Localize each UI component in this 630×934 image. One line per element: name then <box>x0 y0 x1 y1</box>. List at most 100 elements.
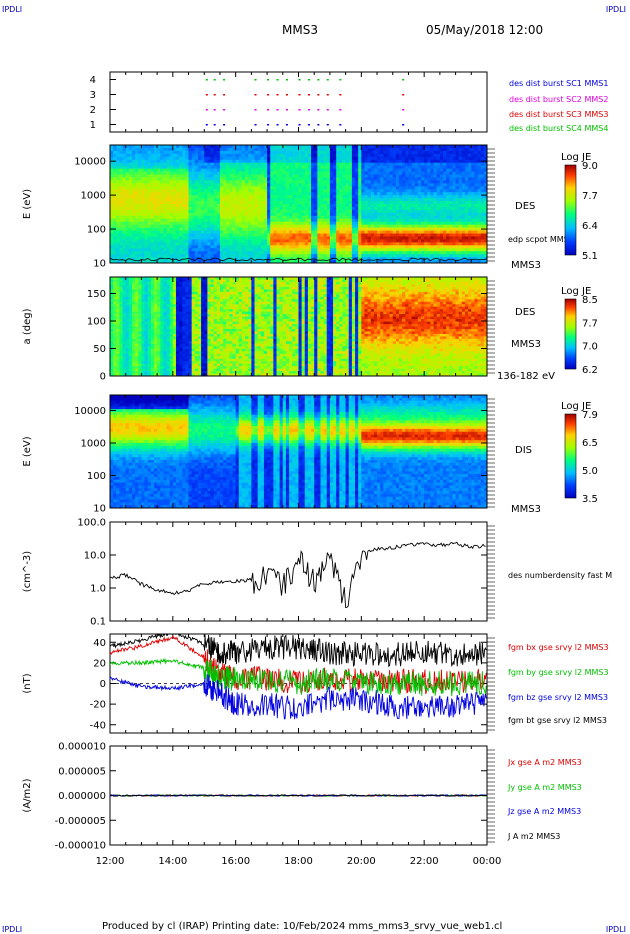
des-energy-cell <box>122 204 127 208</box>
des-energy-cell <box>395 147 400 152</box>
des-energy-cell <box>138 171 142 175</box>
des-energy-cell <box>163 150 167 155</box>
des-energy-cell <box>273 233 277 237</box>
des-energy-cell <box>144 227 149 231</box>
des-energy-cell <box>317 218 321 223</box>
des-energy-cell <box>116 236 120 240</box>
des-energy-cell <box>191 204 196 208</box>
des-energy-cell <box>373 248 378 252</box>
des-energy-cell <box>465 230 469 234</box>
des-energy-cell <box>455 168 460 172</box>
des-energy-cell <box>333 215 337 220</box>
des-energy-cell <box>141 251 145 255</box>
des-energy-cell <box>194 233 199 237</box>
des-energy-cell <box>421 206 425 211</box>
des-energy-cell <box>333 230 337 234</box>
des-energy-cell <box>421 233 425 237</box>
des-energy-cell <box>320 227 325 231</box>
des-energy-cell <box>125 227 130 231</box>
des-energy-cell <box>455 260 460 264</box>
des-energy-cell <box>251 227 255 231</box>
des-energy-cell <box>116 165 120 169</box>
des-energy-cell <box>245 233 249 237</box>
des-energy-cell <box>465 245 469 249</box>
des-energy-cell <box>395 198 400 202</box>
des-energy-cell <box>295 242 299 246</box>
des-energy-cell <box>119 206 123 211</box>
des-energy-cell <box>443 189 447 193</box>
des-energy-cell <box>169 218 174 223</box>
des-energy-cell <box>402 198 406 202</box>
des-energy-cell <box>380 159 384 164</box>
des-energy-cell <box>342 180 347 184</box>
des-energy-cell <box>461 218 466 223</box>
des-energy-cell <box>248 159 252 164</box>
des-energy-cell <box>317 195 321 199</box>
des-energy-cell <box>210 251 215 255</box>
des-energy-cell <box>326 180 331 184</box>
des-energy-cell <box>329 159 334 164</box>
des-energy-cell <box>197 150 202 155</box>
des-energy-cell <box>386 212 391 217</box>
des-energy-cell <box>411 177 416 181</box>
des-energy-cell <box>245 145 249 149</box>
des-energy-cell <box>298 183 303 187</box>
des-energy-cell <box>395 257 400 261</box>
des-energy-cell <box>241 168 246 172</box>
des-energy-cell <box>411 153 416 158</box>
des-energy-cell <box>320 201 325 205</box>
des-energy-cell <box>257 221 262 226</box>
des-energy-cell <box>175 147 180 152</box>
des-energy-cell <box>163 204 167 208</box>
burst-legend-4: des dist burst SC4 MMS4 <box>509 124 608 133</box>
des-energy-cell <box>348 204 353 208</box>
des-energy-cell <box>307 209 312 214</box>
des-energy-cell <box>153 165 158 169</box>
des-energy-cell <box>307 233 312 237</box>
des-energy-cell <box>458 204 463 208</box>
des-energy-cell <box>399 180 403 184</box>
des-energy-cell <box>201 180 205 184</box>
des-energy-cell <box>229 171 233 175</box>
des-energy-cell <box>430 171 434 175</box>
des-energy-cell <box>361 239 365 243</box>
des-energy-cell <box>439 198 444 202</box>
des-energy-cell <box>216 260 221 264</box>
des-energy-cell <box>355 218 359 223</box>
des-energy-cell <box>166 165 171 169</box>
des-energy-cell <box>402 189 406 193</box>
des-energy-cell <box>179 260 183 264</box>
des-energy-cell <box>389 150 394 155</box>
des-energy-cell <box>213 251 218 255</box>
des-energy-cell <box>421 180 425 184</box>
des-energy-cell <box>128 248 133 252</box>
des-energy-cell <box>113 171 117 175</box>
des-energy-cell <box>477 212 482 217</box>
des-energy-cell <box>480 236 485 240</box>
des-energy-cell <box>157 254 161 258</box>
des-energy-cell <box>455 156 460 161</box>
des-energy-cell <box>411 230 416 234</box>
des-energy-cell <box>392 236 397 240</box>
des-energy-cell <box>351 198 356 202</box>
des-energy-cell <box>175 254 180 258</box>
des-energy-cell <box>179 254 183 258</box>
des-energy-cell <box>267 150 271 155</box>
des-energy-cell <box>163 230 167 234</box>
des-energy-cell <box>333 233 337 237</box>
des-energy-cell <box>364 147 369 152</box>
des-energy-cell <box>389 145 394 149</box>
des-energy-cell <box>182 242 186 246</box>
des-energy-cell <box>329 162 334 167</box>
des-energy-cell <box>175 236 180 240</box>
des-energy-cell <box>345 257 350 261</box>
des-energy-cell <box>251 224 255 228</box>
des-energy-cell <box>263 209 268 214</box>
burst-mark <box>276 79 279 81</box>
des-energy-cell <box>339 177 343 181</box>
des-energy-cell <box>229 242 233 246</box>
des-energy-cell <box>219 165 224 169</box>
burst-mark <box>317 124 320 126</box>
des-energy-cell <box>351 221 356 226</box>
des-energy-cell <box>483 245 488 249</box>
